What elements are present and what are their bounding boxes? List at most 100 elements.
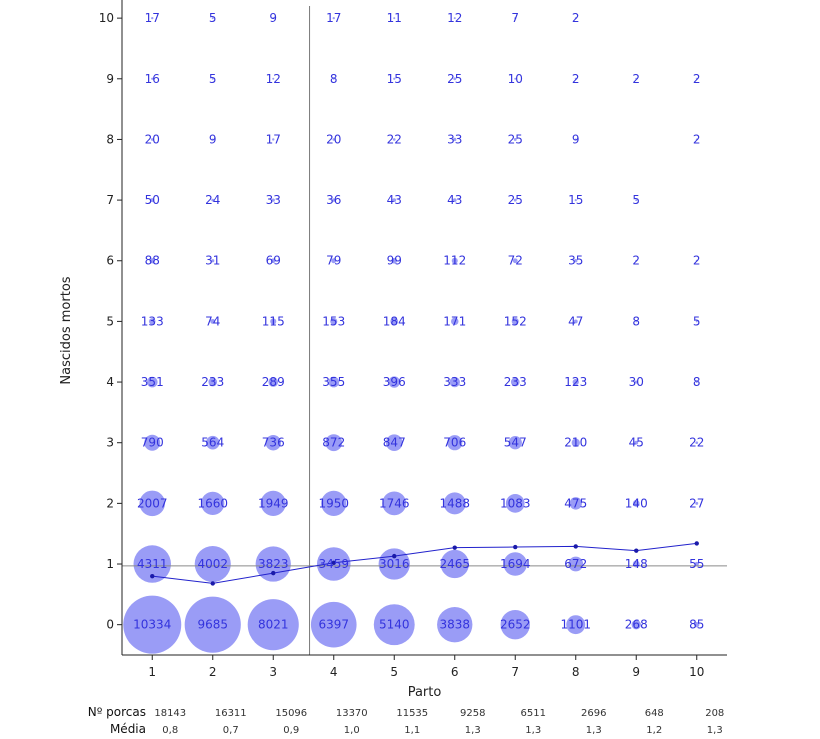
footer-value: 208 xyxy=(705,708,724,719)
bubble xyxy=(695,501,699,505)
bubble xyxy=(139,490,166,517)
bubble xyxy=(151,77,154,80)
cell-label: 2 xyxy=(572,11,580,25)
bubble xyxy=(635,320,638,323)
cell-label: 133 xyxy=(141,314,164,328)
footer-value: 2696 xyxy=(581,708,606,719)
bubble xyxy=(260,490,286,516)
bubble xyxy=(694,622,700,628)
mean-point xyxy=(452,545,457,550)
bubble xyxy=(330,317,338,325)
bubble xyxy=(440,549,469,579)
cell-label: 9 xyxy=(269,11,277,25)
x-tick-label: 4 xyxy=(330,665,338,679)
cell-label: 15 xyxy=(568,193,583,207)
bubble xyxy=(247,599,299,651)
bubble xyxy=(453,137,457,142)
cell-labels-layer: 10334 9685 8021 6397 5140 3838 2652 1101 268 8543… xyxy=(133,11,704,632)
bubble xyxy=(332,198,336,202)
cell-label: 148 xyxy=(625,557,648,571)
cell-label: 33 xyxy=(266,193,281,207)
mean-point xyxy=(271,570,276,576)
footer-value: 1,3 xyxy=(586,725,602,736)
cell-label: 3823 xyxy=(258,557,289,571)
y-tick-label: 1 xyxy=(106,557,114,571)
bubble xyxy=(194,545,231,583)
cell-label: 4002 xyxy=(197,557,228,571)
bubble xyxy=(447,435,463,451)
cell-label: 233 xyxy=(201,375,224,389)
footer-value: 0,9 xyxy=(283,725,299,736)
mean-point xyxy=(331,560,336,566)
cell-label: 396 xyxy=(383,375,406,389)
cell-label: 5140 xyxy=(379,618,410,632)
y-tick-label: 10 xyxy=(99,11,114,25)
y-axis-title: Nascidos mortos xyxy=(59,276,74,384)
bubble xyxy=(331,258,337,264)
cell-label: 2 xyxy=(693,72,701,86)
cell-label: 112 xyxy=(443,254,466,268)
x-tick-label: 2 xyxy=(209,665,217,679)
cell-label: 210 xyxy=(564,436,587,450)
bubble xyxy=(211,198,215,202)
cell-label: 1746 xyxy=(379,496,410,510)
footer-value: 11535 xyxy=(396,708,428,719)
lines-layer xyxy=(122,6,727,655)
cell-label: 268 xyxy=(625,618,648,632)
x-tick-label: 7 xyxy=(511,665,519,679)
cell-label: 706 xyxy=(443,436,466,450)
bubble xyxy=(574,198,577,202)
cell-label: 10 xyxy=(508,72,523,86)
cell-label: 2 xyxy=(632,254,640,268)
bubble xyxy=(184,596,241,653)
x-tick-label: 8 xyxy=(572,665,580,679)
bubble xyxy=(201,491,225,515)
bubble xyxy=(574,77,577,80)
cell-label: 22 xyxy=(689,436,704,450)
cell-label: 289 xyxy=(262,375,285,389)
bubble xyxy=(388,376,400,388)
cell-label: 24 xyxy=(205,193,220,207)
footer-value: 9258 xyxy=(460,708,485,719)
bubble xyxy=(573,319,578,324)
cell-label: 2 xyxy=(693,132,701,146)
bubble xyxy=(513,198,517,202)
footer-value: 0,7 xyxy=(223,725,239,736)
bubble xyxy=(574,259,578,263)
cell-label: 9 xyxy=(572,132,580,146)
cell-label: 22 xyxy=(387,132,402,146)
cell-label: 2 xyxy=(632,72,640,86)
x-tick-label: 5 xyxy=(390,665,398,679)
cell-label: 2465 xyxy=(439,557,470,571)
cell-label: 3459 xyxy=(318,557,349,571)
cell-label: 2 xyxy=(572,72,580,86)
bubble xyxy=(328,376,340,388)
cell-label: 8 xyxy=(330,72,338,86)
bubble xyxy=(505,493,525,513)
x-axis-title: Parto xyxy=(408,685,442,700)
y-tick-label: 3 xyxy=(106,436,114,450)
bubble xyxy=(146,376,158,388)
bubble xyxy=(310,601,357,648)
bubble xyxy=(133,545,171,583)
cell-label: 33 xyxy=(447,132,462,146)
mean-point xyxy=(634,548,639,553)
bubble xyxy=(453,77,457,81)
footer-value: 1,2 xyxy=(646,725,662,736)
bubble xyxy=(265,434,281,451)
cell-label: 74 xyxy=(205,314,220,328)
bubble xyxy=(392,198,397,202)
cell-label: 333 xyxy=(443,375,466,389)
bubble xyxy=(270,258,276,264)
bubble xyxy=(634,440,639,445)
cell-label: 8021 xyxy=(258,618,289,632)
bubble xyxy=(272,138,275,141)
y-tick-label: 2 xyxy=(106,496,114,510)
bubble xyxy=(572,378,579,386)
bubble xyxy=(451,257,458,264)
y-tick-label: 4 xyxy=(106,375,114,389)
mean-point xyxy=(392,553,397,559)
bubble xyxy=(574,17,577,20)
bubble xyxy=(695,77,698,80)
